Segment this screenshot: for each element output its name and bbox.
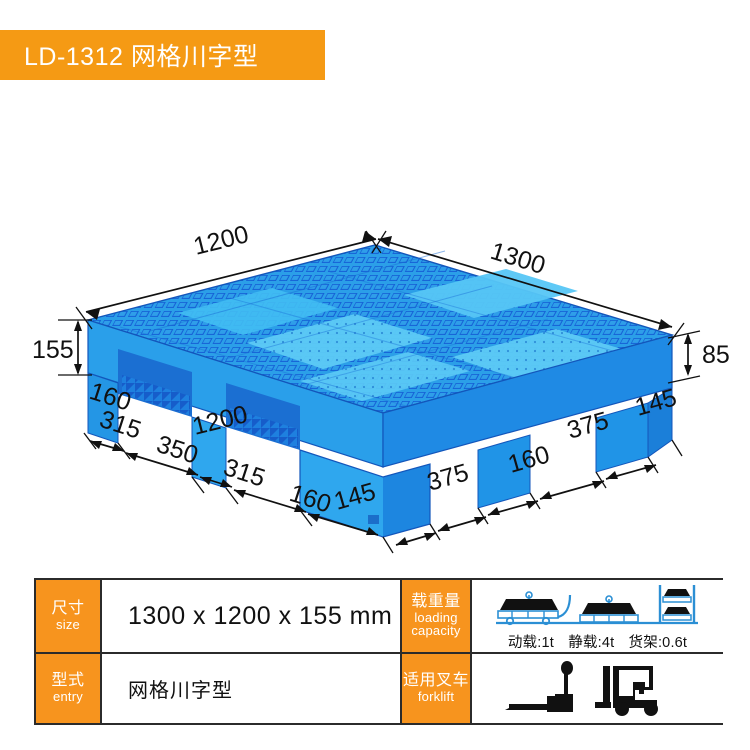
spec-label-forklift-cn: 适用叉车 [403, 672, 470, 690]
spec-value-size-text: 1300 x 1200 x 155 mm [128, 601, 393, 630]
spec-value-entry: 网格川字型 [102, 654, 402, 723]
pallet-legs [87, 372, 673, 538]
spec-label-forklift: 适用叉车 forklift [402, 654, 472, 723]
forklift-icons [504, 660, 658, 716]
dim-chain-left [83, 432, 394, 554]
dim-label-1200: 1200 [191, 220, 252, 261]
loading-capacity-text: 动载:1t 静载:4t 货架:0.6t [503, 631, 692, 652]
spec-label-loading-en-1: loading [414, 609, 458, 625]
capacity-dynamic: 动载:1t [507, 634, 554, 651]
dim-label-155: 155 [32, 336, 74, 364]
static-load-icon [579, 594, 639, 623]
spec-label-size-cn: 尺寸 [51, 599, 85, 617]
pallet-left-face [87, 319, 384, 468]
spec-label-size: 尺寸 size [36, 580, 102, 654]
capacity-static: 静载:4t [568, 634, 615, 651]
spec-label-loading-capacity: 载重量 loading capacity [402, 580, 472, 654]
pallet-jack-icon [504, 660, 573, 712]
dim-chain-right [395, 439, 683, 546]
page-title: LD-1312 网格川字型 [24, 43, 259, 71]
dim-label-85: 85 [702, 341, 730, 369]
rack-load-icon [658, 584, 696, 623]
forklift-truck-icon [594, 665, 658, 716]
spec-label-loading-cn: 载重量 [411, 592, 461, 610]
spec-value-loading-capacity: 动载:1t 静载:4t 货架:0.6t [472, 580, 723, 654]
spec-label-entry: 型式 entry [36, 654, 102, 723]
capacity-rack: 货架:0.6t [628, 634, 688, 651]
spec-label-entry-cn: 型式 [51, 672, 85, 690]
spec-label-forklift-en: forklift [417, 689, 455, 705]
spec-label-size-en: size [56, 616, 80, 632]
spec-table: 尺寸 size 1300 x 1200 x 155 mm 载重量 loading… [34, 578, 723, 725]
product-illustration: 1200 [0, 185, 750, 555]
dim-label-left-315a: 315 [96, 405, 144, 445]
spec-value-forklift [472, 654, 723, 723]
spec-label-entry-en: entry [53, 689, 83, 705]
loading-capacity-icons [496, 584, 698, 625]
spec-value-size: 1300 x 1200 x 155 mm [102, 580, 402, 654]
spec-value-entry-text: 网格川字型 [128, 680, 233, 702]
spec-label-loading-en-2: capacity [411, 623, 461, 639]
product-title-banner: LD-1312 网格川字型 [0, 30, 325, 80]
dynamic-load-icon [497, 590, 572, 625]
dim-85 [667, 330, 701, 384]
dim-155 [58, 319, 92, 376]
dim-1300 [377, 236, 673, 330]
pallet-top-deck [85, 244, 675, 414]
pallet-drawing: 1200 [32, 220, 730, 554]
